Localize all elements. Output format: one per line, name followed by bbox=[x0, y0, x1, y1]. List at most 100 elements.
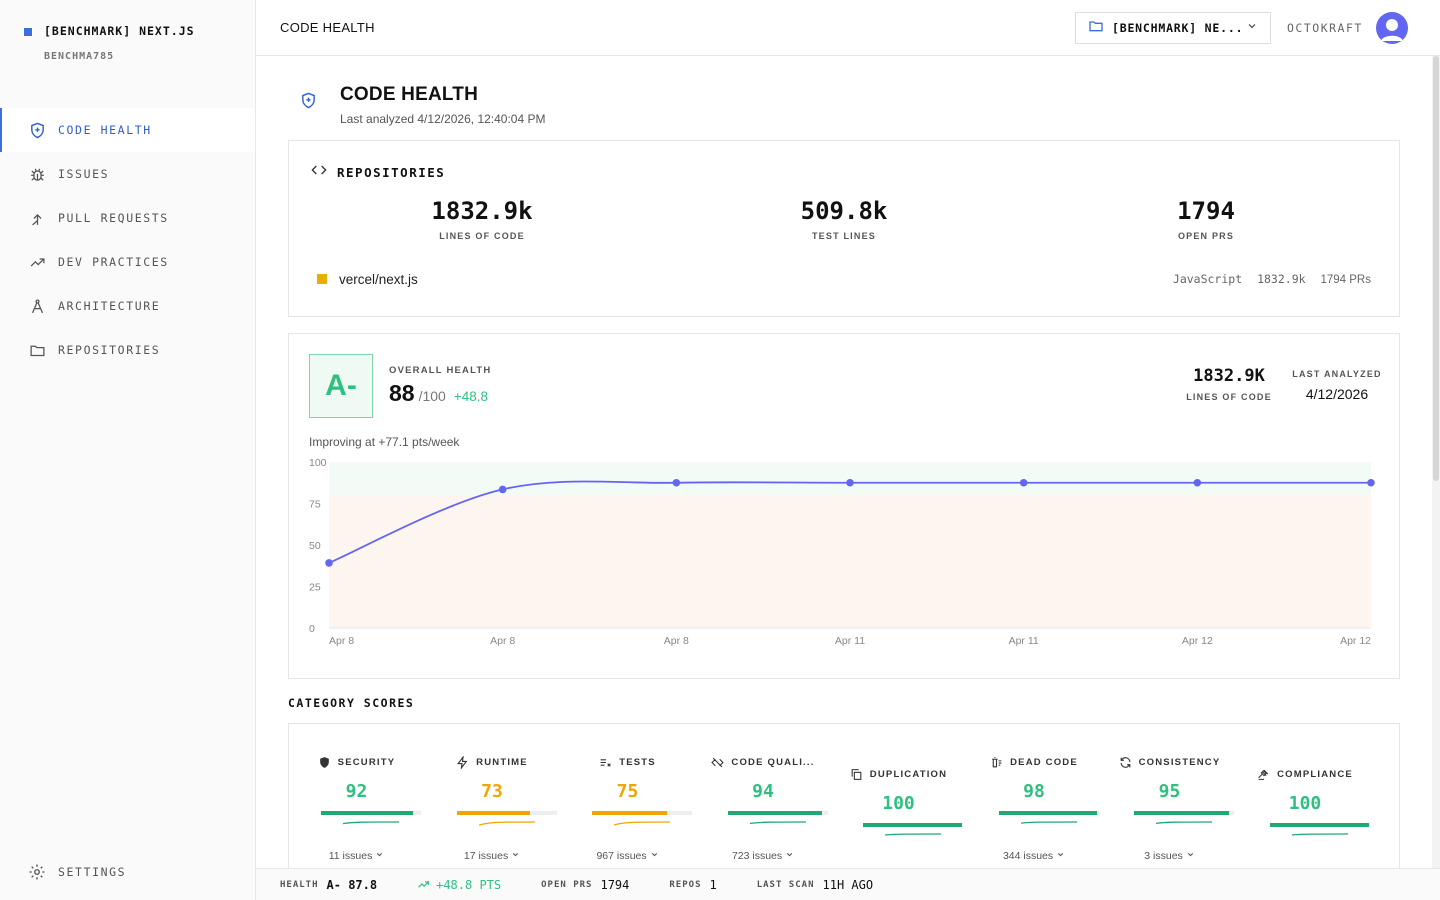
stat-label: LINES OF CODE bbox=[439, 231, 525, 241]
category-progress-bar bbox=[456, 811, 557, 815]
y-tick-label: 0 bbox=[309, 623, 315, 635]
status-label: LAST SCAN bbox=[756, 879, 815, 890]
org-name[interactable]: OCTOKRAFT bbox=[1287, 21, 1363, 35]
x-tick-label: Apr 12 bbox=[1340, 635, 1371, 647]
category-tile-tests[interactable]: TESTS 75 967 issues bbox=[560, 724, 695, 868]
health-data-point[interactable] bbox=[1019, 478, 1028, 487]
repositories-card: REPOSITORIES 1832.9k LINES OF CODE 509.8… bbox=[288, 140, 1400, 317]
status-value: 1794 bbox=[600, 877, 630, 892]
x-tick-label: Apr 8 bbox=[664, 635, 689, 647]
stat-value: 509.8k bbox=[800, 197, 888, 225]
category-issues-toggle[interactable]: 723 issues bbox=[696, 850, 831, 862]
workspace-name: [BENCHMARK] NEXT.JS bbox=[44, 24, 195, 38]
sidebar-nav: CODE HEALTH ISSUES PULL REQUESTS DEV PRA… bbox=[0, 108, 255, 372]
category-header: COMPLIANCE bbox=[1238, 768, 1373, 781]
health-data-point[interactable] bbox=[498, 485, 507, 494]
sidebar-item-code-health[interactable]: CODE HEALTH bbox=[0, 108, 255, 152]
category-tile-code-quali[interactable]: CODE QUALI... 94 723 issues bbox=[696, 724, 831, 868]
category-tile-security[interactable]: SECURITY 92 11 issues bbox=[289, 724, 424, 868]
shield-plus-icon bbox=[28, 121, 46, 139]
category-issues-toggle[interactable]: 967 issues bbox=[560, 850, 695, 862]
chevron-down-icon bbox=[1183, 850, 1195, 862]
chevron-down-icon bbox=[782, 850, 794, 862]
x-tick-label: Apr 11 bbox=[1009, 635, 1039, 647]
sidebar-item-architecture[interactable]: ARCHITECTURE bbox=[0, 284, 255, 328]
sidebar-item-settings[interactable]: SETTINGS bbox=[0, 850, 255, 894]
category-sparkline bbox=[614, 821, 670, 826]
category-label: CODE QUALI... bbox=[731, 757, 815, 768]
repo-selector[interactable]: [BENCHMARK] NE... bbox=[1075, 12, 1271, 44]
category-progress-fill bbox=[1269, 823, 1369, 827]
sparkline-path bbox=[614, 821, 670, 826]
category-issues-toggle[interactable]: 344 issues bbox=[967, 850, 1102, 862]
repo-selector-value: [BENCHMARK] NE... bbox=[1112, 21, 1242, 35]
top-bar: CODE HEALTH [BENCHMARK] NE... OCTOKRAFT bbox=[256, 0, 1440, 56]
repo-list-item[interactable]: vercel/next.js JavaScript 1832.9k 1794 P… bbox=[317, 269, 1371, 289]
avatar[interactable] bbox=[1376, 12, 1408, 44]
category-header: SECURITY bbox=[289, 756, 424, 769]
repo-loc: 1832.9k bbox=[1257, 272, 1306, 286]
category-sparkline bbox=[885, 833, 941, 836]
category-issues-toggle[interactable]: 17 issues bbox=[425, 850, 560, 862]
health-data-point[interactable] bbox=[1367, 478, 1375, 487]
category-issues-count: 967 issues bbox=[596, 850, 647, 862]
category-score: 94 bbox=[752, 781, 774, 802]
shield-icon bbox=[319, 757, 329, 768]
trending-up-icon bbox=[417, 878, 430, 891]
category-header: CODE QUALI... bbox=[696, 756, 831, 769]
sidebar-item-repositories[interactable]: REPOSITORIES bbox=[0, 328, 255, 372]
trend-text: Improving at +77.1 pts/week bbox=[309, 435, 460, 449]
category-progress-fill bbox=[456, 811, 530, 815]
category-progress-fill bbox=[727, 811, 822, 815]
last-analyzed-text: Last analyzed 4/12/2026, 12:40:04 PM bbox=[340, 112, 546, 126]
sidebar-item-label: ISSUES bbox=[58, 167, 110, 181]
health-data-point[interactable] bbox=[1193, 478, 1202, 487]
status-value: 11H AGO bbox=[822, 877, 874, 892]
sidebar-item-dev-practices[interactable]: DEV PRACTICES bbox=[0, 240, 255, 284]
category-issues-count: 723 issues bbox=[731, 850, 783, 862]
page-title: CODE HEALTH bbox=[340, 84, 479, 105]
stat-test-lines: 509.8k TEST LINES bbox=[744, 197, 944, 241]
scrollbar-thumb[interactable] bbox=[1433, 56, 1439, 481]
health-trend-chart: 0 25 50 75 100 Apr 8 Apr 8 Apr 8 Apr 11 Apr 11 Apr… bbox=[309, 457, 1375, 647]
health-data-point[interactable] bbox=[325, 559, 333, 567]
health-data-point[interactable] bbox=[672, 478, 681, 487]
status-last-scan: LAST SCAN 11H AGO bbox=[757, 878, 873, 892]
category-label: COMPLIANCE bbox=[1277, 769, 1353, 780]
health-score-delta: +48.8 bbox=[453, 389, 489, 404]
stat-label: TEST LINES bbox=[811, 231, 876, 241]
category-label: TESTS bbox=[619, 757, 656, 768]
sparkline-path bbox=[1020, 821, 1077, 824]
category-score: 100 bbox=[1288, 793, 1322, 814]
status-value: 1 bbox=[709, 877, 717, 892]
health-data-point[interactable] bbox=[846, 478, 854, 487]
category-header: DUPLICATION bbox=[831, 768, 966, 781]
sidebar-item-issues[interactable]: ISSUES bbox=[0, 152, 255, 196]
status-value: +48.8 PTS bbox=[436, 877, 502, 892]
category-issues-toggle[interactable]: 11 issues bbox=[289, 850, 424, 862]
chevron-down-icon bbox=[372, 850, 384, 862]
category-tile-duplication[interactable]: DUPLICATION 100 bbox=[831, 724, 966, 868]
chart-zone-good bbox=[329, 462, 1371, 496]
category-progress-fill bbox=[592, 811, 667, 815]
code-brackets-icon bbox=[311, 163, 327, 182]
sidebar-item-label: REPOSITORIES bbox=[58, 343, 161, 357]
category-tile-compliance[interactable]: COMPLIANCE 100 bbox=[1238, 724, 1373, 868]
sidebar-item-pull-requests[interactable]: PULL REQUESTS bbox=[0, 196, 255, 240]
y-tick-label: 50 bbox=[309, 540, 321, 552]
category-issues-toggle[interactable]: 3 issues bbox=[1102, 850, 1237, 862]
folder-icon bbox=[1088, 18, 1104, 39]
repo-name[interactable]: vercel/next.js bbox=[339, 271, 418, 287]
category-tile-dead-code[interactable]: DEAD CODE 98 344 issues bbox=[967, 724, 1102, 868]
category-tile-runtime[interactable]: RUNTIME 73 17 issues bbox=[425, 724, 560, 868]
category-progress-bar bbox=[998, 811, 1099, 815]
stat-label: OPEN PRS bbox=[1177, 231, 1235, 241]
category-tile-consistency[interactable]: CONSISTENCY 95 3 issues bbox=[1102, 724, 1237, 868]
chevron-down-icon bbox=[1053, 850, 1065, 862]
lightning-icon bbox=[457, 756, 468, 769]
sparkline-path bbox=[885, 833, 941, 836]
sparkline-path bbox=[1291, 833, 1348, 836]
merge-arrow-icon bbox=[28, 209, 46, 227]
sidebar: [BENCHMARK] NEXT.JS BENCHMA785 CODE HEAL… bbox=[0, 0, 256, 900]
repo-meta: JavaScript 1832.9k 1794 PRs bbox=[1165, 272, 1371, 286]
